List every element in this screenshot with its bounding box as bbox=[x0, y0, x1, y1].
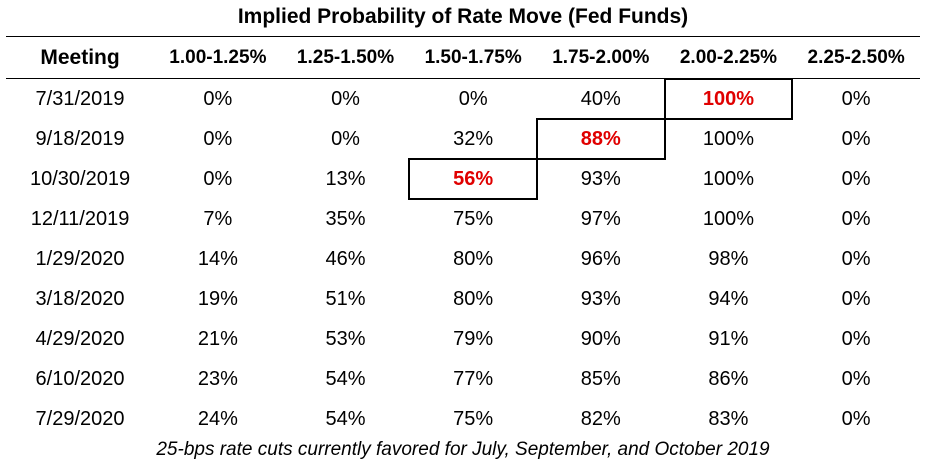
table-row: 7/31/2019 0% 0% 0% 40% 100% 0% bbox=[6, 77, 920, 120]
header-range-6: 2.25-2.50% bbox=[792, 38, 920, 79]
probability-cell: 0% bbox=[203, 128, 233, 150]
probability-cell: 54% bbox=[325, 368, 366, 390]
probability-cell: 83% bbox=[708, 408, 749, 430]
highlighted-probability-cell: 100% bbox=[663, 77, 794, 120]
header-range-1: 1.00-1.25% bbox=[154, 38, 282, 79]
probability-cell: 0% bbox=[841, 328, 871, 350]
probability-cell: 19% bbox=[197, 288, 238, 310]
probability-cell: 100% bbox=[702, 128, 755, 150]
table-row: 3/18/2020 19% 51% 80% 93% 94% 0% bbox=[6, 279, 920, 319]
probability-cell: 0% bbox=[458, 88, 488, 110]
probability-cell: 7% bbox=[203, 208, 233, 230]
probability-cell: 75% bbox=[453, 208, 494, 230]
probability-cell: 0% bbox=[841, 168, 871, 190]
probability-cell: 82% bbox=[580, 408, 621, 430]
probability-cell: 80% bbox=[453, 288, 494, 310]
table-row: 9/18/2019 0% 0% 32% 88% 100% 0% bbox=[6, 118, 920, 160]
probability-cell: 80% bbox=[453, 248, 494, 270]
probability-table: Meeting 1.00-1.25% 1.25-1.50% 1.50-1.75%… bbox=[6, 38, 920, 439]
header-range-2: 1.25-1.50% bbox=[281, 38, 410, 79]
probability-cell: 0% bbox=[331, 88, 360, 110]
meeting-date-cell: 3/18/2020 bbox=[35, 288, 125, 310]
probability-cell: 86% bbox=[708, 368, 749, 390]
probability-cell: 53% bbox=[325, 328, 366, 350]
header-row: Meeting 1.00-1.25% 1.25-1.50% 1.50-1.75%… bbox=[6, 38, 920, 79]
probability-cell: 75% bbox=[453, 408, 494, 430]
meeting-date-cell: 12/11/2019 bbox=[30, 208, 130, 230]
probability-cell: 0% bbox=[203, 88, 233, 110]
probability-cell: 98% bbox=[708, 248, 749, 270]
table-row: 7/29/2020 24% 54% 75% 82% 83% 0% bbox=[6, 399, 920, 439]
probability-cell: 91% bbox=[708, 328, 749, 350]
probability-cell: 0% bbox=[841, 208, 871, 230]
table-row: 12/11/2019 7% 35% 75% 97% 100% 0% bbox=[6, 199, 920, 239]
probability-cell: 0% bbox=[841, 288, 871, 310]
probability-cell: 24% bbox=[197, 408, 238, 430]
probability-cell: 0% bbox=[841, 248, 871, 270]
table-body: 7/31/2019 0% 0% 0% 40% 100% 0% 9/18/2019 0% 0% 32%… bbox=[6, 77, 920, 440]
meeting-date-cell: 9/18/2019 bbox=[35, 128, 125, 150]
table-header: Meeting 1.00-1.25% 1.25-1.50% 1.50-1.75%… bbox=[6, 38, 920, 79]
probability-cell: 21% bbox=[197, 328, 238, 350]
probability-cell: 0% bbox=[841, 128, 871, 150]
probability-cell: 0% bbox=[841, 408, 871, 430]
probability-cell: 40% bbox=[580, 88, 621, 110]
header-range-4: 1.75-2.00% bbox=[536, 38, 665, 79]
probability-cell: 54% bbox=[325, 408, 366, 430]
table-row: 6/10/2020 23% 54% 77% 85% 86% 0% bbox=[6, 359, 920, 399]
meeting-date-cell: 6/10/2020 bbox=[35, 368, 125, 390]
probability-cell: 93% bbox=[580, 168, 621, 190]
probability-cell: 77% bbox=[453, 368, 494, 390]
probability-cell: 51% bbox=[325, 288, 366, 310]
header-meeting: Meeting bbox=[6, 38, 155, 79]
probability-cell: 46% bbox=[325, 248, 366, 270]
meeting-date-cell: 10/30/2019 bbox=[29, 168, 131, 190]
probability-cell: 96% bbox=[580, 248, 621, 270]
meeting-date-cell: 4/29/2020 bbox=[35, 328, 125, 350]
table-title: Implied Probability of Rate Move (Fed Fu… bbox=[237, 5, 689, 28]
probability-cell: 85% bbox=[580, 368, 621, 390]
probability-cell: 14% bbox=[197, 248, 238, 270]
probability-cell: 0% bbox=[203, 168, 233, 190]
header-range-5: 2.00-2.25% bbox=[664, 38, 793, 79]
meeting-date-cell: 7/31/2019 bbox=[35, 88, 125, 110]
title-rule bbox=[6, 36, 920, 37]
probability-cell: 100% bbox=[702, 208, 755, 230]
table-row: 1/29/2020 14% 46% 80% 96% 98% 0% bbox=[6, 239, 920, 279]
probability-cell: 94% bbox=[708, 288, 749, 310]
probability-cell: 0% bbox=[331, 128, 360, 150]
probability-cell: 93% bbox=[580, 288, 621, 310]
header-range-3: 1.50-1.75% bbox=[409, 38, 537, 79]
probability-cell: 97% bbox=[580, 208, 621, 230]
probability-cell: 90% bbox=[580, 328, 621, 350]
table-row: 10/30/2019 0% 13% 56% 93% 100% 0% bbox=[6, 158, 920, 200]
probability-cell: 0% bbox=[841, 88, 871, 110]
highlighted-probability-cell: 88% bbox=[535, 118, 666, 160]
probability-cell: 0% bbox=[841, 368, 871, 390]
probability-cell: 79% bbox=[453, 328, 494, 350]
probability-cell: 23% bbox=[197, 368, 238, 390]
probability-cell: 35% bbox=[325, 208, 366, 230]
meeting-date-cell: 1/29/2020 bbox=[35, 248, 125, 270]
footnote: 25-bps rate cuts currently favored for J… bbox=[156, 439, 770, 460]
probability-cell: 13% bbox=[325, 168, 366, 190]
meeting-date-cell: 7/29/2020 bbox=[35, 408, 125, 430]
table-row: 4/29/2020 21% 53% 79% 90% 91% 0% bbox=[6, 319, 920, 359]
probability-cell: 100% bbox=[702, 168, 755, 190]
highlighted-probability-cell: 56% bbox=[408, 158, 538, 200]
probability-cell: 32% bbox=[453, 128, 494, 150]
